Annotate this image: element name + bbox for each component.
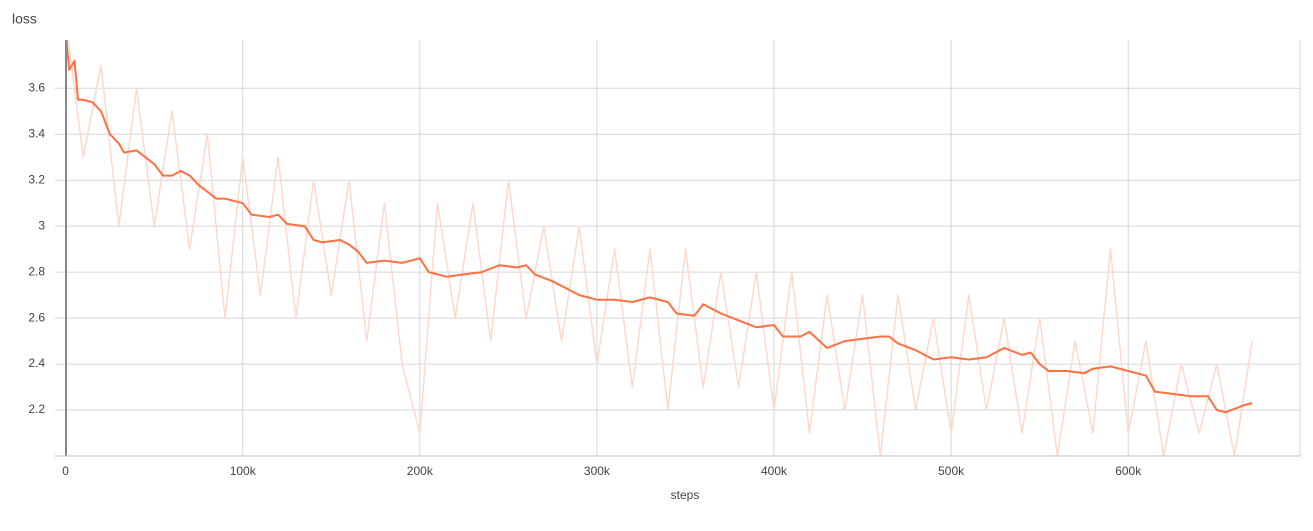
y-tick-label: 3.6 (28, 80, 45, 94)
series-line (65, 40, 1253, 414)
y-tick-label: 2.4 (28, 356, 45, 370)
series-line (67, 40, 1253, 456)
y-tick-label: 2.8 (28, 264, 45, 278)
x-tick-label: 600k (1115, 464, 1142, 478)
grid: 2.2 2.4 2.6 2.8 3 3.2 3.4 3.6 0 100k 200k 300k 400k 5… (28, 40, 1301, 478)
x-tick-label: 200k (407, 464, 434, 478)
y-tick-label: 3.4 (28, 126, 45, 140)
x-axis-title: steps (671, 488, 700, 502)
y-axis-title: loss (12, 11, 37, 27)
y-tick-label: 3.2 (28, 172, 45, 186)
plot-area (65, 40, 1253, 456)
y-tick-label: 3 (38, 218, 45, 232)
x-tick-label: 0 (62, 464, 69, 478)
y-tick-label: 2.2 (28, 402, 45, 416)
x-tick-label: 400k (761, 464, 788, 478)
y-tick-label: 2.6 (28, 310, 45, 324)
x-tick-label: 100k (230, 464, 257, 478)
x-tick-label: 300k (584, 464, 611, 478)
x-tick-label: 500k (938, 464, 965, 478)
